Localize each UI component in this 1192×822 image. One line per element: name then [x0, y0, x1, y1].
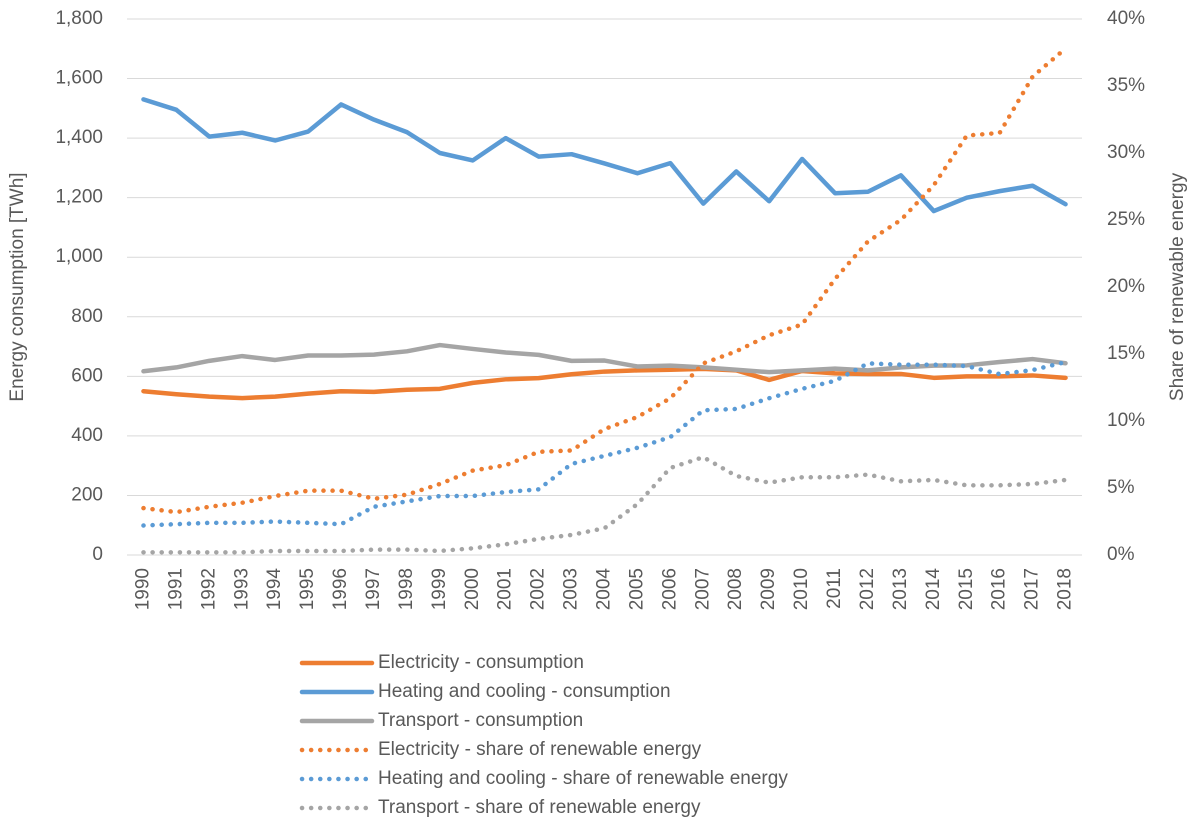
- x-tick-label: 2000: [462, 568, 483, 610]
- y2-tick-label: 0%: [1107, 544, 1135, 565]
- x-tick-label: 1998: [396, 568, 417, 610]
- x-tick-label: 1992: [198, 568, 219, 610]
- series-line: [141, 97, 1068, 214]
- y-tick-label: 200: [71, 484, 103, 505]
- y-tick-label: 1,600: [55, 68, 103, 89]
- legend-label: Electricity - share of renewable energy: [378, 739, 702, 760]
- x-tick-label: 1991: [165, 568, 186, 610]
- y-tick-label: 1,200: [55, 187, 103, 208]
- x-tick-label: 2005: [626, 568, 647, 610]
- x-tick-label: 1995: [297, 568, 318, 610]
- x-tick-label: 2015: [956, 568, 977, 610]
- y2-tick-label: 30%: [1107, 142, 1145, 163]
- y-tick-label: 1,400: [55, 127, 103, 148]
- x-tick-label: 2007: [692, 568, 713, 610]
- x-tick-label: 2011: [824, 568, 845, 609]
- y2-tick-label: 10%: [1107, 410, 1145, 431]
- series-line: [141, 359, 1068, 528]
- series-line: [141, 366, 1068, 401]
- x-tick-label: 2003: [561, 568, 582, 610]
- y-tick-label: 0: [92, 544, 103, 565]
- x-tick-label: 2012: [857, 568, 878, 610]
- series-line: [141, 342, 1068, 375]
- legend-label: Heating and cooling - share of renewable…: [378, 768, 788, 789]
- y-tick-label: 1,000: [55, 246, 103, 267]
- x-tick-label: 2004: [594, 568, 615, 611]
- legend-label: Transport - share of renewable energy: [378, 797, 701, 818]
- x-tick-label: 2006: [659, 568, 680, 610]
- x-tick-label: 2013: [890, 568, 911, 610]
- y2-tick-label: 15%: [1107, 343, 1145, 364]
- y-axis-title: Energy consumption [TWh]: [7, 172, 28, 401]
- y2-tick-label: 35%: [1107, 75, 1145, 96]
- legend-label: Electricity - consumption: [378, 652, 584, 673]
- x-tick-label: 2017: [1022, 568, 1043, 610]
- series-line: [141, 46, 1068, 515]
- x-tick-label: 2018: [1055, 568, 1076, 610]
- x-tick-label: 2008: [725, 568, 746, 610]
- y2-axis-title: Share of renewable energy: [1167, 172, 1188, 401]
- y-tick-label: 600: [71, 365, 103, 386]
- y-tick-label: 1,800: [55, 8, 103, 29]
- x-tick-label: 1994: [264, 568, 285, 611]
- x-tick-label: 2014: [923, 568, 944, 611]
- x-tick-label: 2002: [528, 568, 549, 610]
- y-tick-label: 800: [71, 306, 103, 327]
- y2-tick-label: 40%: [1107, 8, 1145, 29]
- legend-label: Heating and cooling - consumption: [378, 681, 671, 702]
- y-tick-label: 400: [71, 425, 103, 446]
- x-tick-label: 2009: [758, 568, 779, 610]
- x-tick-label: 1993: [231, 568, 252, 610]
- y2-tick-label: 25%: [1107, 209, 1145, 230]
- y2-tick-label: 20%: [1107, 276, 1145, 297]
- x-tick-label: 2010: [791, 568, 812, 610]
- x-tick-label: 1997: [363, 568, 384, 610]
- x-tick-label: 1999: [429, 568, 450, 610]
- x-tick-label: 1996: [330, 568, 351, 610]
- x-tick-label: 2016: [989, 568, 1010, 610]
- x-tick-label: 2001: [495, 568, 516, 610]
- x-tick-label: 1990: [132, 568, 153, 610]
- y2-tick-label: 5%: [1107, 477, 1135, 498]
- series-line: [141, 454, 1068, 555]
- legend-label: Transport - consumption: [378, 710, 583, 731]
